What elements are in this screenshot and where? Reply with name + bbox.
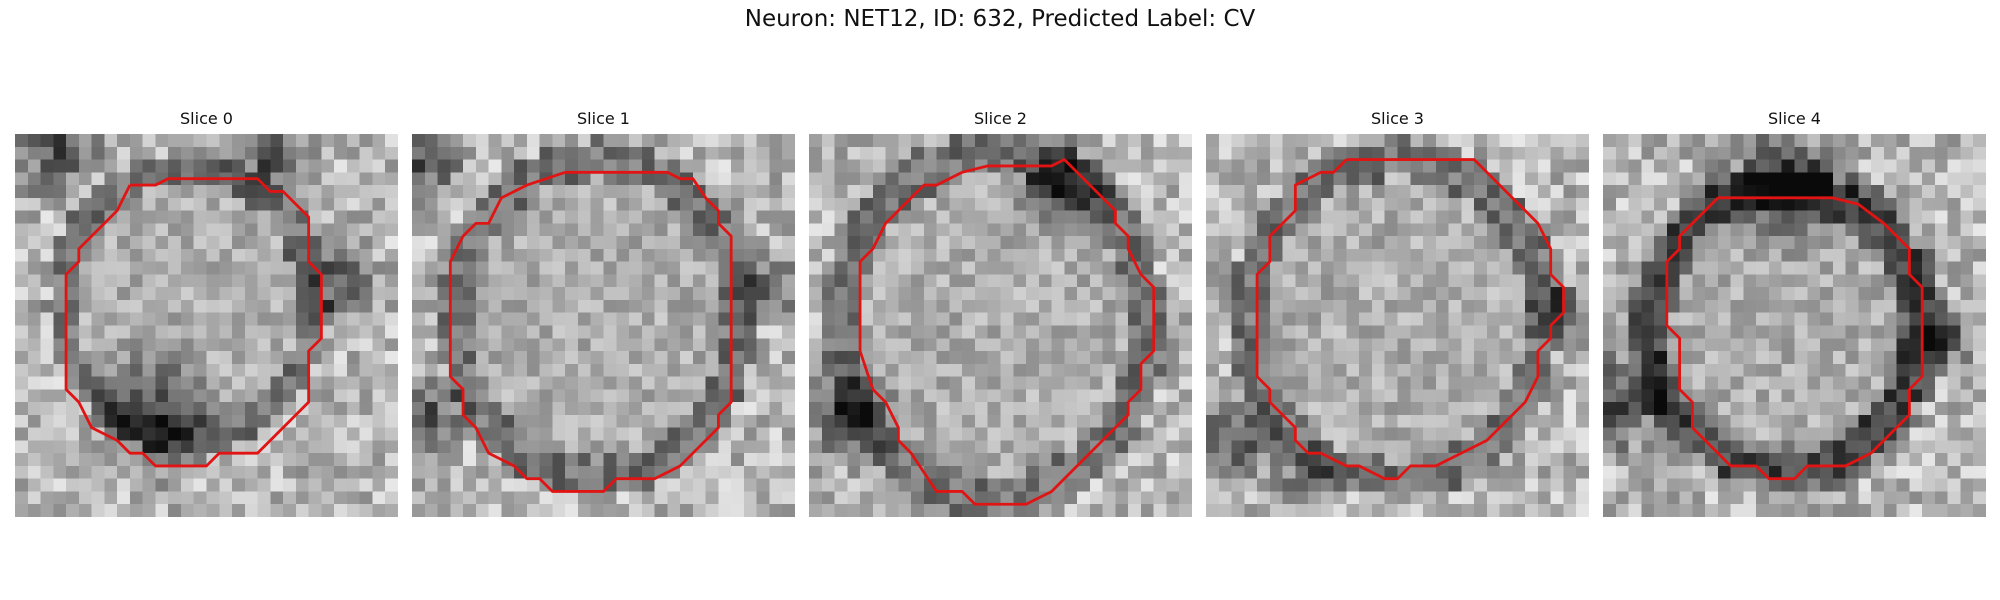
- slice-image-4: [1603, 134, 1986, 517]
- figure-title: Neuron: NET12, ID: 632, Predicted Label:…: [744, 6, 1256, 32]
- cell-contour-0: [64, 177, 323, 468]
- slice-title-2: Slice 2: [974, 109, 1027, 128]
- slice-image-3: [1206, 134, 1589, 517]
- slice-title-0: Slice 0: [180, 109, 233, 128]
- slice-image-0: [15, 134, 398, 517]
- slice-title-4: Slice 4: [1768, 109, 1821, 128]
- slice-image-1: [412, 134, 795, 517]
- cell-contour-2: [858, 158, 1156, 506]
- cell-contour-4: [1665, 196, 1924, 481]
- cell-contour-1: [448, 170, 733, 493]
- slice-title-3: Slice 3: [1371, 109, 1424, 128]
- cell-contour-3: [1255, 158, 1565, 481]
- slice-title-1: Slice 1: [577, 109, 630, 128]
- slice-image-2: [809, 134, 1192, 517]
